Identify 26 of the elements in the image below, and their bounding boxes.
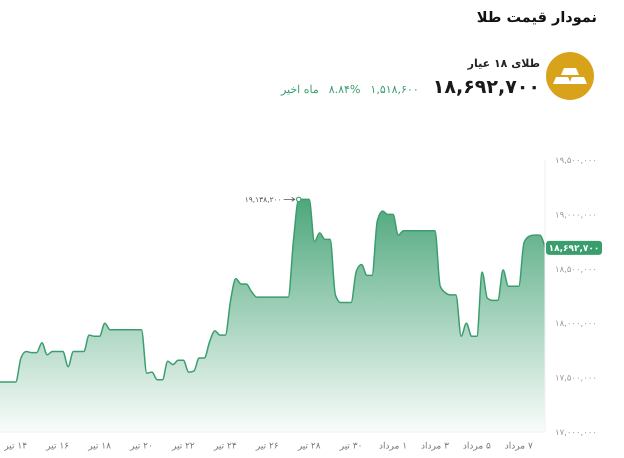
x-tick-label: ۱۴ تیر xyxy=(3,441,28,452)
text: ۱,۵۱۸,۶۰۰ xyxy=(370,83,419,96)
x-tick-label: ۲۴ تیر xyxy=(212,441,237,452)
text: ۱۸,۶۹۲,۷۰۰ xyxy=(432,76,540,98)
y-tick-label: ۱۷,۵۰۰,۰۰۰ xyxy=(555,374,597,384)
x-tick-label: ۵ مرداد xyxy=(462,441,492,452)
y-tick-label: ۱۹,۵۰۰,۰۰۰ xyxy=(555,156,597,166)
x-tick-label: ۱۶ تیر xyxy=(45,441,70,452)
chart-title: نمودار قیمت طلا xyxy=(476,10,597,26)
x-tick-label: ۲۸ تیر xyxy=(296,441,321,452)
x-tick-label: ۳۰ تیر xyxy=(338,441,362,452)
x-tick-label: ۱۸ تیر xyxy=(87,441,112,452)
y-tick-label: ۱۸,۵۰۰,۰۰۰ xyxy=(555,264,597,275)
text: ۱۸,۶۹۲,۷۰۰ xyxy=(548,244,600,254)
x-tick-label: ۱ مرداد xyxy=(379,441,408,452)
x-tick-label: ۲۰ تیر xyxy=(129,441,153,452)
text: ماه اخیر xyxy=(280,83,319,96)
x-tick-label: ۲۲ تیر xyxy=(171,441,195,452)
y-tick-label: ۱۹,۰۰۰,۰۰۰ xyxy=(555,210,597,220)
chart-subtitle: طلای ۱۸ عیار xyxy=(468,57,540,70)
x-tick-label: ۳ مرداد xyxy=(420,441,450,452)
x-tick-label: ۷ مرداد xyxy=(504,441,533,452)
y-tick-label: ۱۷,۰۰۰,۰۰۰ xyxy=(555,428,597,438)
y-tick-label: ۱۸,۰۰۰,۰۰۰ xyxy=(555,319,597,330)
text: ۸.۸۴% xyxy=(328,83,360,96)
x-tick-label: ۲۶ تیر xyxy=(254,441,279,452)
